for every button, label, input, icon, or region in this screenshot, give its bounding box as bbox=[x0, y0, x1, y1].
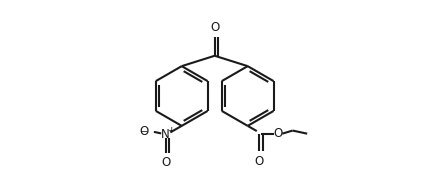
Text: O: O bbox=[273, 127, 283, 140]
Text: O: O bbox=[210, 21, 219, 34]
Text: O: O bbox=[140, 125, 149, 138]
Text: O: O bbox=[255, 155, 264, 168]
Text: N: N bbox=[161, 129, 170, 142]
Text: −: − bbox=[140, 126, 147, 135]
Text: O: O bbox=[161, 156, 170, 169]
Text: +: + bbox=[167, 125, 175, 135]
